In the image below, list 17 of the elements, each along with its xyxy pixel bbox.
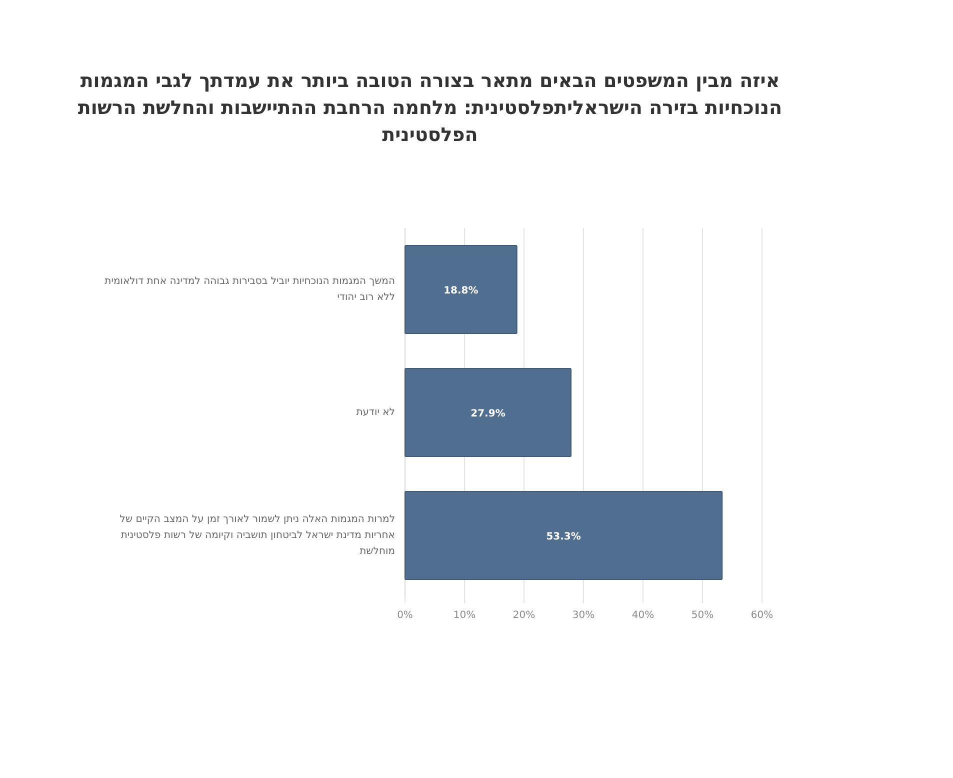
x-tick-label: 50%	[691, 610, 714, 621]
bar	[404, 491, 723, 580]
data-label: 53.3%	[546, 532, 581, 542]
data-label: 18.8%	[444, 286, 478, 296]
y-tick-label: לא יודעת	[355, 406, 395, 420]
chart-title: איזה מבין המשפטים הבאים מתאר בצורה הטובה ביותר את עמדתך לגבי המגמות הנוכחיות בזירה הישראליתפלסטינית: מלחמה הרחבת ההתיישבות והחלשת הרשות הפלסטינית	[76, 69, 784, 148]
x-tick-label: 10%	[453, 610, 476, 621]
bar	[404, 245, 518, 334]
x-tick-label: 30%	[572, 610, 595, 621]
x-tick-label: 60%	[750, 610, 774, 621]
bar	[404, 368, 572, 457]
x-tick-label: 20%	[512, 610, 536, 621]
x-tick-label: 0%	[397, 610, 413, 621]
data-label: 27.9%	[470, 408, 506, 420]
y-tick-label: המשך המגמות הנוכחיות יוביל בסבירות גבוהה למדינה אחת דולאומית ללא רוב יהודי	[104, 274, 395, 304]
y-tick-label: למרות המגמות האלה ניתן לשמור לאורך זמן על המצב הקיים של אחריות מדינת ישראל לביטחון תושביה וקיומה של רשות פלסטינית מוחלשת	[118, 512, 395, 558]
x-tick-label: 40%	[632, 610, 654, 621]
